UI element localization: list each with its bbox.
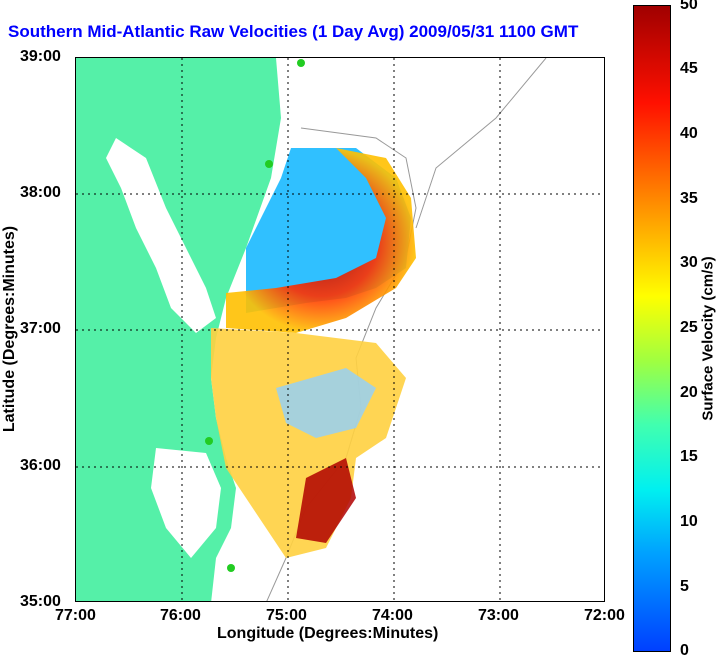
- isobath-line-outer: [415, 58, 547, 229]
- sound-water: [151, 448, 221, 558]
- colorbar-tick: 10: [680, 513, 698, 530]
- station-marker: [297, 59, 305, 67]
- x-axis-label: Longitude (Degrees:Minutes): [217, 625, 439, 642]
- colorbar-label: Surface Velocity (cm/s): [699, 256, 717, 421]
- ytick-label: 35:00: [20, 593, 61, 610]
- grid-lines: [76, 58, 604, 601]
- colorbar-tick: 20: [680, 384, 698, 401]
- xtick-label: 73:00: [478, 607, 519, 624]
- colorbar-tick: 30: [680, 254, 698, 271]
- colorbar-tick: 40: [680, 125, 698, 142]
- station-marker: [205, 437, 213, 445]
- station-marker: [227, 564, 235, 572]
- colorbar-tick: 25: [680, 319, 698, 336]
- ytick-label: 36:00: [20, 457, 61, 474]
- colorbar: [633, 5, 671, 652]
- colorbar-tick: 15: [680, 448, 698, 465]
- xtick-label: 72:00: [584, 607, 625, 624]
- ytick-label: 37:00: [20, 320, 61, 337]
- station-marker: [265, 160, 273, 168]
- xtick-label: 77:00: [55, 607, 96, 624]
- ytick-label: 38:00: [20, 184, 61, 201]
- xtick-label: 74:00: [372, 607, 413, 624]
- velocity-hotspot-south: [296, 458, 356, 543]
- colorbar-tick: 45: [680, 60, 698, 77]
- y-axis-label: Latitude (Degrees:Minutes): [1, 225, 18, 433]
- map-plot[interactable]: [75, 57, 605, 602]
- colorbar-tick: 35: [680, 190, 698, 207]
- xtick-label: 75:00: [266, 607, 307, 624]
- ytick-label: 39:00: [20, 48, 61, 65]
- colorbar-tick: 50: [680, 0, 698, 13]
- xtick-label: 76:00: [160, 607, 201, 624]
- velocity-band-hot: [226, 148, 416, 333]
- colorbar-tick: 0: [680, 642, 689, 659]
- map-title: Southern Mid-Atlantic Raw Velocities (1 …: [8, 22, 579, 41]
- map-canvas: [76, 58, 604, 601]
- colorbar-tick: 5: [680, 578, 689, 595]
- chesapeake-bay: [106, 138, 216, 333]
- velocity-core-south: [276, 368, 376, 438]
